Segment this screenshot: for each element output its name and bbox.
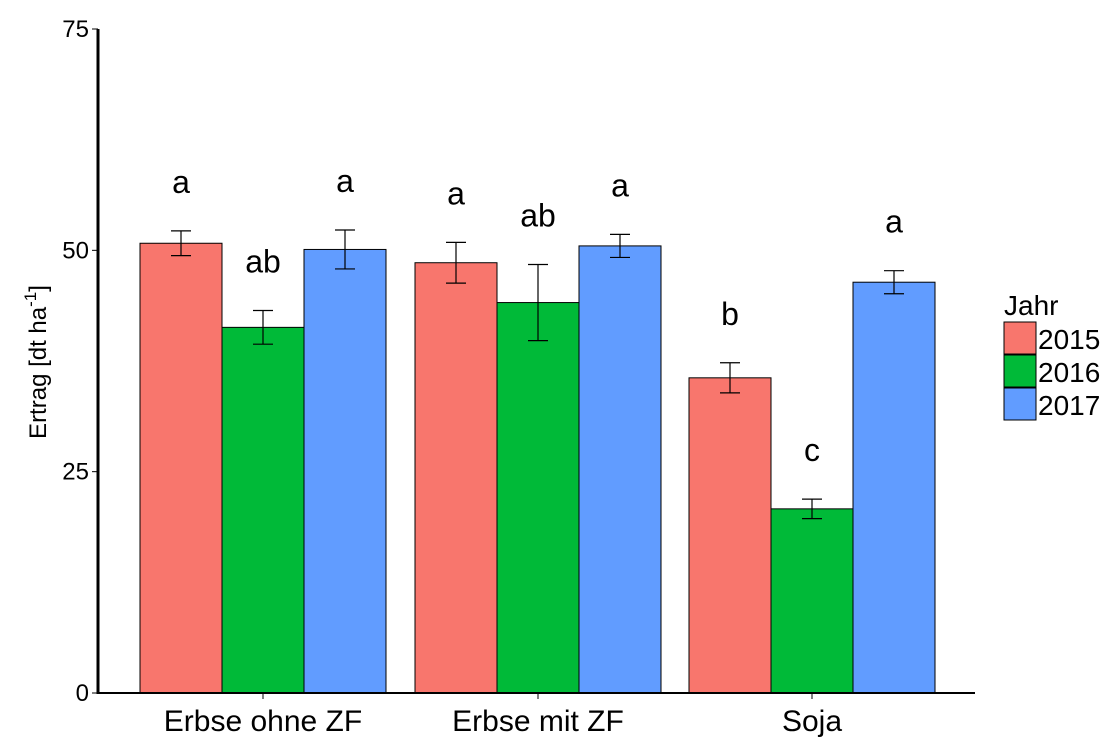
error-bar-2017-1 <box>610 233 630 259</box>
legend-item-2016: 2016 <box>1003 354 1100 388</box>
significance-label-2017-1: a <box>611 167 629 203</box>
bar-2016-0 <box>221 326 305 694</box>
error-bar-2015-0 <box>171 230 191 257</box>
legend-swatch <box>1003 354 1037 388</box>
significance-label-2015-1: a <box>447 175 465 211</box>
y-ticks-group: 0 25 50 75 <box>62 16 98 707</box>
error-bar-2016-0 <box>253 309 273 345</box>
error-bar-2016-2 <box>802 498 822 520</box>
y-axis-label: Ertrag [dt ha-1] <box>21 285 52 439</box>
bars-group <box>139 242 936 694</box>
error-bar-2015-1 <box>446 241 466 284</box>
bar-2017-1 <box>578 245 662 694</box>
significance-label-2016-1: ab <box>520 197 556 233</box>
x-category-label: Erbse ohne ZF <box>164 705 362 738</box>
significance-label-2017-2: a <box>885 204 903 240</box>
bar-2016-1 <box>496 302 580 694</box>
error-bar-2017-2 <box>884 270 904 295</box>
significance-label-2015-0: a <box>172 164 190 200</box>
significance-label-2017-0: a <box>336 163 354 199</box>
significance-label-2016-0: ab <box>245 244 281 280</box>
legend-item-2017: 2017 <box>1003 387 1100 421</box>
y-axis-label-exponent: -1 <box>21 292 40 307</box>
error-bar-2015-2 <box>720 362 740 394</box>
error-bars-group <box>171 229 904 520</box>
bar-2016-2 <box>770 508 854 694</box>
y-axis-label-close: ] <box>25 285 52 292</box>
legend-swatch <box>1003 387 1037 421</box>
y-tick-label: 75 <box>62 16 89 43</box>
legend-swatch <box>1003 321 1037 355</box>
legend-label: 2015 <box>1038 324 1100 355</box>
bar-2015-0 <box>139 242 223 694</box>
x-category-label: Soja <box>782 705 842 738</box>
y-tick-label: 0 <box>76 680 89 707</box>
bar-2015-1 <box>414 262 498 694</box>
legend-title: Jahr <box>1004 290 1058 321</box>
significance-label-2016-2: c <box>804 432 820 468</box>
y-tick-label: 50 <box>62 237 89 264</box>
error-bar-2017-0 <box>335 229 355 270</box>
y-tick-label: 25 <box>62 459 89 486</box>
legend-label: 2016 <box>1038 357 1100 388</box>
x-labels-group: Erbse ohne ZF Erbse mit ZF Soja <box>164 693 842 738</box>
error-bar-2016-1 <box>528 263 548 342</box>
bar-2017-2 <box>852 281 936 694</box>
x-category-label: Erbse mit ZF <box>452 705 624 738</box>
y-axis-label-main: Ertrag [dt ha <box>25 306 52 439</box>
legend-item-2015: 2015 <box>1003 321 1100 355</box>
bar-2017-0 <box>303 248 387 694</box>
bar-2015-2 <box>688 377 772 694</box>
significance-label-2015-2: b <box>721 296 739 332</box>
legend-label: 2017 <box>1038 390 1100 421</box>
